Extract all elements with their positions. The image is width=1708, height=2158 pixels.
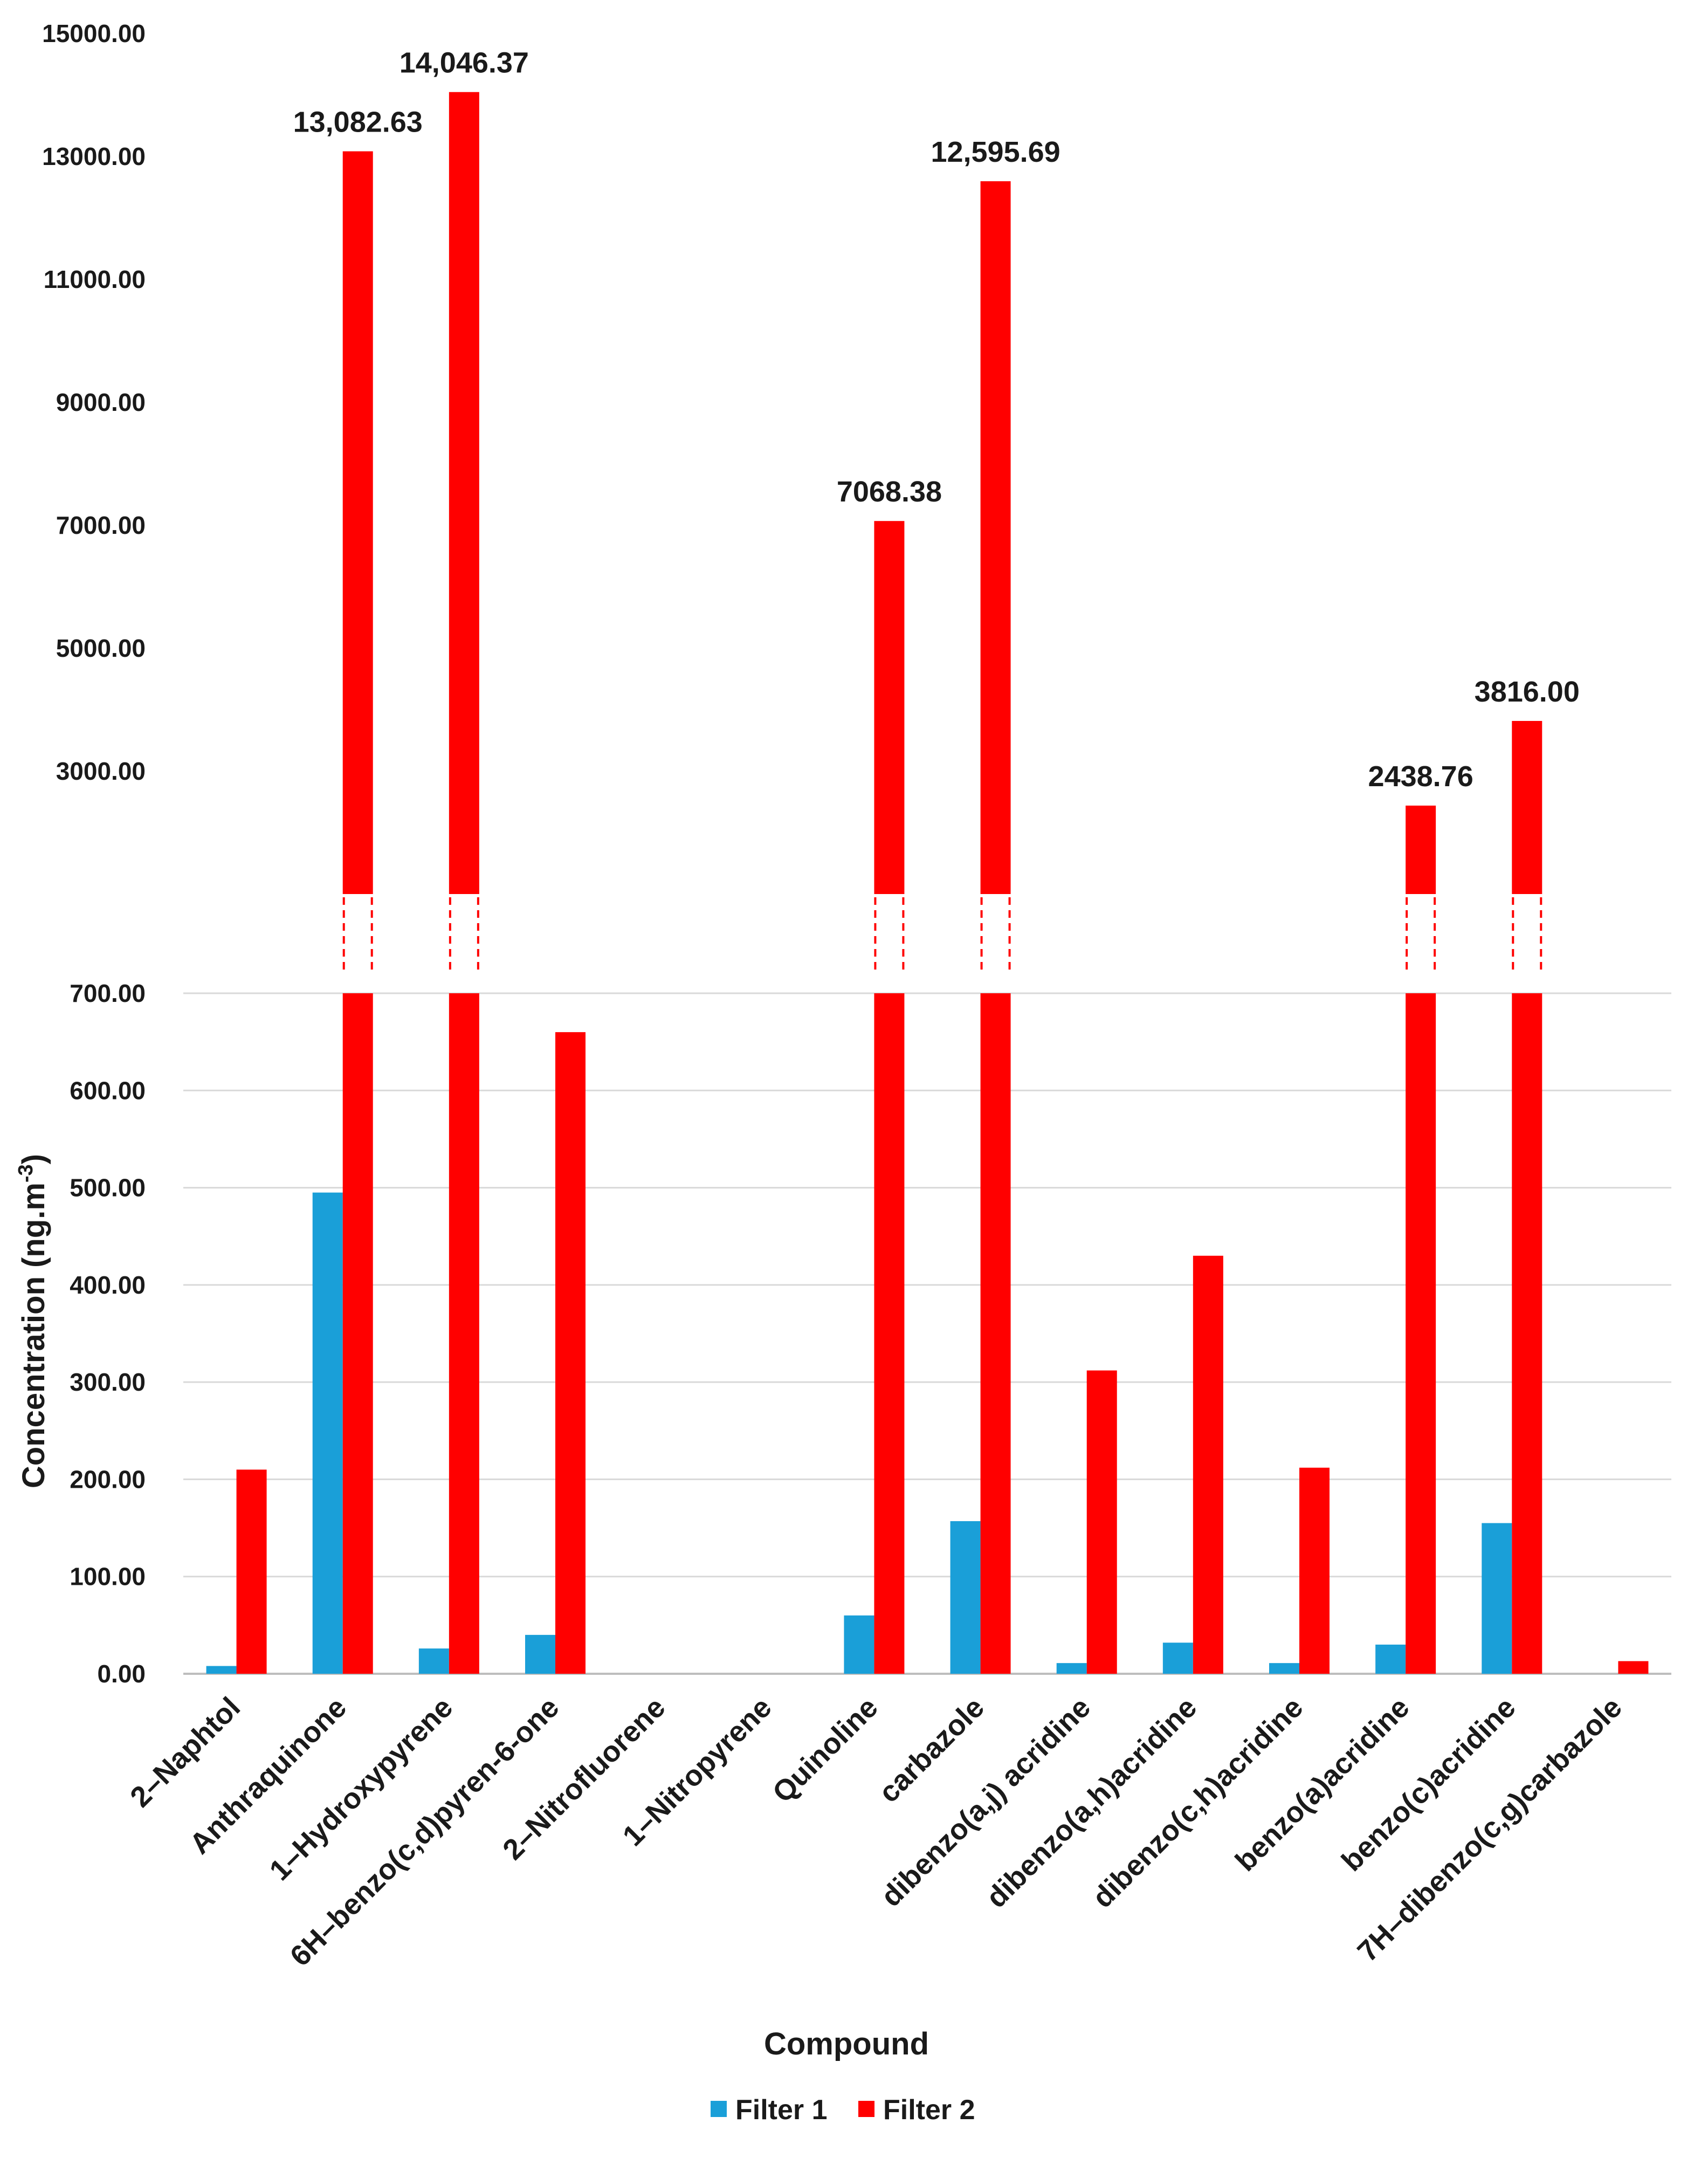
data-labels: 13,082.63 14,046.37 7068.38 12,595.69 2438.7… bbox=[293, 47, 1580, 793]
bar bbox=[418, 1648, 449, 1674]
legend: Filter 1 Filter 2 bbox=[711, 2094, 975, 2126]
bar bbox=[874, 993, 905, 1674]
bar bbox=[1269, 1663, 1299, 1674]
axis-break-markers bbox=[342, 897, 1542, 972]
bar-upper-segment bbox=[980, 181, 1011, 895]
y-tick-label: 9000.00 bbox=[56, 388, 146, 416]
data-label: 13,082.63 bbox=[293, 106, 423, 139]
data-label: 12,595.69 bbox=[931, 136, 1060, 168]
y-tick-label: 7000.00 bbox=[56, 511, 146, 539]
bar bbox=[1512, 993, 1542, 1674]
gridlines bbox=[183, 992, 1671, 1675]
bar bbox=[1086, 1370, 1117, 1674]
x-category-label: benzo(a)acridine bbox=[1229, 1691, 1416, 1878]
legend-label: Filter 2 bbox=[883, 2094, 975, 2126]
bar bbox=[1162, 1642, 1193, 1674]
y-tick-label: 300.00 bbox=[70, 1368, 146, 1396]
bar-upper-segment bbox=[342, 151, 373, 894]
bar bbox=[844, 1615, 874, 1674]
bar bbox=[1375, 1644, 1406, 1674]
y-tick-label: 3000.00 bbox=[56, 757, 146, 785]
bar-upper-segment bbox=[1406, 805, 1436, 894]
bar bbox=[1482, 1523, 1512, 1674]
x-axis-category-labels: 2–NaphtolAnthraquinone1–Hydroxypyrene6H–… bbox=[124, 1691, 1628, 1973]
y-tick-label: 200.00 bbox=[70, 1465, 146, 1493]
y-tick-label: 11000.00 bbox=[44, 265, 146, 293]
bar bbox=[236, 1469, 267, 1674]
y-axis-tick-labels: 0.00 100.00 200.00 300.00 400.00 500.00 600.00… bbox=[42, 19, 146, 1688]
y-tick-label: 400.00 bbox=[70, 1271, 146, 1299]
x-category-label: dibenzo(c,h)acridine bbox=[1086, 1691, 1310, 1914]
bar bbox=[555, 1032, 586, 1674]
y-tick-label: 15000.00 bbox=[42, 19, 146, 47]
data-label: 7068.38 bbox=[837, 476, 942, 508]
x-axis-title: Compound bbox=[764, 2026, 929, 2061]
y-tick-label: 0.00 bbox=[97, 1660, 146, 1688]
bars bbox=[206, 92, 1649, 1674]
x-category-label: 1–Hydroxypyrene bbox=[263, 1691, 459, 1887]
bar-upper-segment bbox=[874, 521, 905, 894]
y-axis-title: Concentration (ng.m-3) bbox=[15, 1154, 51, 1488]
bar bbox=[1056, 1663, 1087, 1674]
bar bbox=[342, 993, 373, 1674]
x-category-label: Quinoline bbox=[766, 1691, 884, 1809]
bar-upper-segment bbox=[449, 92, 479, 894]
bar bbox=[312, 1192, 343, 1674]
legend-label: Filter 1 bbox=[735, 2094, 828, 2126]
bar bbox=[525, 1634, 555, 1674]
x-category-label: carbazole bbox=[872, 1691, 990, 1809]
data-label: 3816.00 bbox=[1475, 676, 1580, 708]
y-tick-label: 700.00 bbox=[70, 979, 146, 1007]
x-category-label: dibenzo(a,h)acridine bbox=[980, 1691, 1203, 1914]
legend-swatch bbox=[711, 2101, 727, 2117]
legend-swatch bbox=[858, 2101, 874, 2117]
bar bbox=[1406, 993, 1436, 1674]
bar bbox=[449, 993, 479, 1674]
bar bbox=[1299, 1467, 1330, 1674]
bar bbox=[1193, 1255, 1223, 1674]
bar bbox=[980, 993, 1011, 1674]
x-category-label: benzo(c)acridine bbox=[1335, 1691, 1522, 1878]
data-label: 2438.76 bbox=[1368, 760, 1473, 793]
y-tick-label: 600.00 bbox=[70, 1076, 146, 1104]
y-tick-label: 13000.00 bbox=[42, 142, 146, 170]
x-category-label: dibenzo(a,j) acridine bbox=[875, 1691, 1097, 1913]
y-tick-label: 100.00 bbox=[70, 1563, 146, 1591]
bar bbox=[950, 1521, 981, 1674]
data-label: 14,046.37 bbox=[400, 47, 529, 79]
y-tick-label: 500.00 bbox=[70, 1174, 146, 1202]
y-tick-label: 5000.00 bbox=[56, 634, 146, 662]
bar bbox=[206, 1666, 237, 1674]
bar-upper-segment bbox=[1512, 720, 1542, 894]
bar bbox=[1618, 1661, 1649, 1674]
